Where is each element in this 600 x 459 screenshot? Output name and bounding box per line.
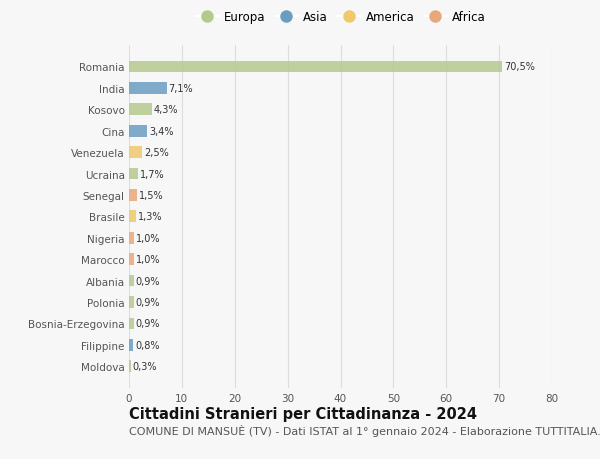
Bar [129, 190, 137, 202]
Text: 0,3%: 0,3% [133, 361, 157, 371]
Text: 0,9%: 0,9% [136, 276, 160, 286]
Bar [129, 147, 142, 159]
Legend: Europa, Asia, America, Africa: Europa, Asia, America, Africa [195, 11, 486, 24]
Text: 3,4%: 3,4% [149, 126, 173, 136]
Text: 0,9%: 0,9% [136, 319, 160, 329]
Text: 1,3%: 1,3% [138, 212, 163, 222]
Text: 0,8%: 0,8% [136, 340, 160, 350]
Text: 0,9%: 0,9% [136, 297, 160, 308]
Bar [129, 297, 134, 308]
Text: 2,5%: 2,5% [145, 148, 169, 158]
Text: 7,1%: 7,1% [169, 84, 193, 94]
Bar [129, 168, 138, 180]
Bar [129, 62, 502, 73]
Bar [129, 211, 136, 223]
Bar [129, 275, 134, 287]
Text: 1,0%: 1,0% [136, 255, 161, 264]
Text: 1,5%: 1,5% [139, 190, 164, 201]
Text: 1,0%: 1,0% [136, 233, 161, 243]
Bar [129, 126, 147, 137]
Bar [129, 318, 134, 330]
Bar [129, 361, 131, 372]
Text: COMUNE DI MANSUÈ (TV) - Dati ISTAT al 1° gennaio 2024 - Elaborazione TUTTITALIA.: COMUNE DI MANSUÈ (TV) - Dati ISTAT al 1°… [129, 425, 600, 437]
Bar [129, 339, 133, 351]
Bar [129, 104, 152, 116]
Text: 4,3%: 4,3% [154, 105, 178, 115]
Bar [129, 232, 134, 244]
Bar [129, 83, 167, 95]
Text: 1,7%: 1,7% [140, 169, 165, 179]
Text: 70,5%: 70,5% [504, 62, 535, 73]
Bar [129, 254, 134, 265]
Text: Cittadini Stranieri per Cittadinanza - 2024: Cittadini Stranieri per Cittadinanza - 2… [129, 406, 477, 421]
